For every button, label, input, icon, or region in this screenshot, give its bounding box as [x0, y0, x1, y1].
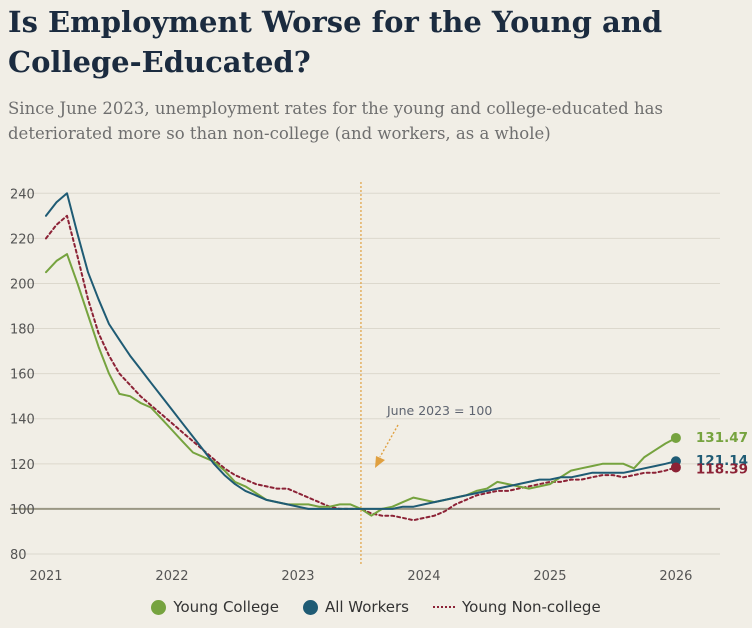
- y-tick-label: 220: [10, 232, 35, 247]
- end-marker: [670, 462, 681, 473]
- series-line-young-college: [45, 253, 677, 517]
- legend: Young College All Workers Young Non-coll…: [0, 598, 752, 616]
- line-chart: 80 100 120 140 160 180 200 220 240 2021 2022 2023 20…: [10, 182, 748, 584]
- series-line-all-workers: [45, 192, 677, 510]
- x-tick-label: 2022: [155, 569, 188, 584]
- y-tick-label: 160: [10, 368, 35, 383]
- young-college-swatch: [151, 599, 167, 615]
- y-tick-label: 240: [10, 187, 35, 202]
- series-line-young-non-college: [45, 214, 677, 522]
- young-non-college-swatch: [432, 606, 455, 608]
- x-tick-label: 2021: [29, 569, 62, 584]
- end-value-label: 118.39: [696, 461, 748, 477]
- end-marker: [670, 432, 681, 443]
- y-tick-label: 200: [10, 277, 35, 292]
- x-tick-label: 2026: [659, 569, 692, 584]
- y-tick-label: 100: [10, 503, 35, 518]
- end-value-label: 121.14: [696, 453, 748, 469]
- y-tick-label: 180: [10, 323, 35, 338]
- y-tick-label: 120: [10, 458, 35, 473]
- legend-label-all-workers: All Workers: [324, 598, 409, 616]
- x-tick-label: 2024: [407, 569, 440, 584]
- x-tick-label: 2025: [533, 569, 566, 584]
- y-tick-label: 80: [10, 548, 27, 563]
- annotation-arrowhead: [375, 456, 385, 468]
- chart-title: Is Employment Worse for the Young and Co…: [8, 5, 663, 79]
- legend-item-young-non-college: Young Non-college: [432, 598, 601, 616]
- legend-label-young-college: Young College: [173, 598, 279, 616]
- annotation-arrow-line: [379, 424, 399, 458]
- y-tick-label: 140: [10, 413, 35, 428]
- legend-item-all-workers: All Workers: [302, 598, 409, 616]
- legend-label-young-non-college: Young Non-college: [461, 598, 601, 616]
- chart-subtitle: Since June 2023, unemployment rates for …: [8, 99, 663, 143]
- x-tick-label: 2023: [281, 569, 314, 584]
- reference-annotation: June 2023 = 100: [386, 403, 492, 418]
- legend-item-young-college: Young College: [151, 598, 279, 616]
- all-workers-swatch: [302, 599, 318, 615]
- end-value-label: 131.47: [696, 430, 748, 446]
